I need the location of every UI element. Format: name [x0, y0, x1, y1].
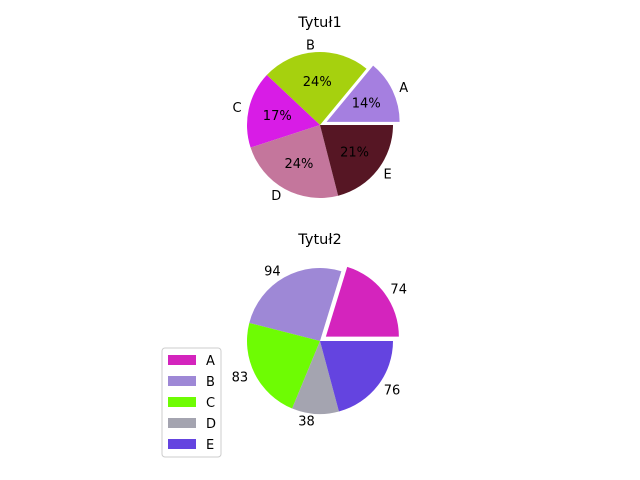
chart-2-value-label: 76: [384, 383, 401, 398]
legend-swatch-c: [168, 397, 196, 407]
chart-2-title: Tytuł2: [297, 232, 341, 248]
legend-label-e: E: [206, 438, 214, 453]
legend-swatch-e: [168, 439, 196, 449]
chart-1-percent-label: 24%: [303, 75, 332, 90]
chart-2-slice-e: [320, 341, 393, 412]
chart-1-category-label: A: [399, 81, 408, 96]
chart-2-slice-d: [292, 341, 339, 414]
chart-1-category-label: C: [233, 101, 242, 116]
pie-chart-1: Tytuł1 A 14% B 24% C 17% D 24% E 21%: [233, 15, 409, 204]
chart-2-value-label: 74: [390, 282, 407, 297]
chart-2-slice-b: [249, 268, 342, 341]
chart-1-category-label: B: [306, 38, 315, 53]
chart-2-slice-c: [246, 322, 320, 409]
pie-chart-2: Tytuł2 74 94 83 38 76: [232, 232, 407, 430]
legend-label-b: B: [206, 375, 215, 390]
chart-1-category-label: E: [383, 168, 391, 183]
legend-swatch-d: [168, 418, 196, 428]
legend-label-a: A: [206, 354, 215, 369]
chart-1-percent-label: 24%: [284, 157, 313, 172]
chart-2-value-label: 94: [264, 265, 281, 280]
legend-swatch-a: [168, 355, 196, 365]
chart-1-slice-c: [247, 75, 320, 148]
legend-label-d: D: [206, 417, 216, 432]
chart-1-percent-label: 17%: [263, 109, 292, 124]
chart-1-slice-e: [320, 125, 393, 196]
chart-2-slice-a: [325, 266, 399, 337]
chart-1-slice-d: [250, 125, 339, 198]
legend-swatch-b: [168, 376, 196, 386]
chart-1-slice-b: [266, 51, 367, 125]
chart-2-value-label: 38: [298, 415, 315, 430]
chart-1-title: Tytuł1: [297, 15, 341, 31]
chart-1-category-label: D: [271, 189, 281, 204]
legend-label-c: C: [206, 396, 215, 411]
chart-1-slice-a: [326, 65, 400, 122]
chart-2-value-label: 83: [232, 370, 249, 385]
chart-1-percent-label: 21%: [340, 145, 369, 160]
chart-1-percent-label: 14%: [352, 97, 381, 112]
